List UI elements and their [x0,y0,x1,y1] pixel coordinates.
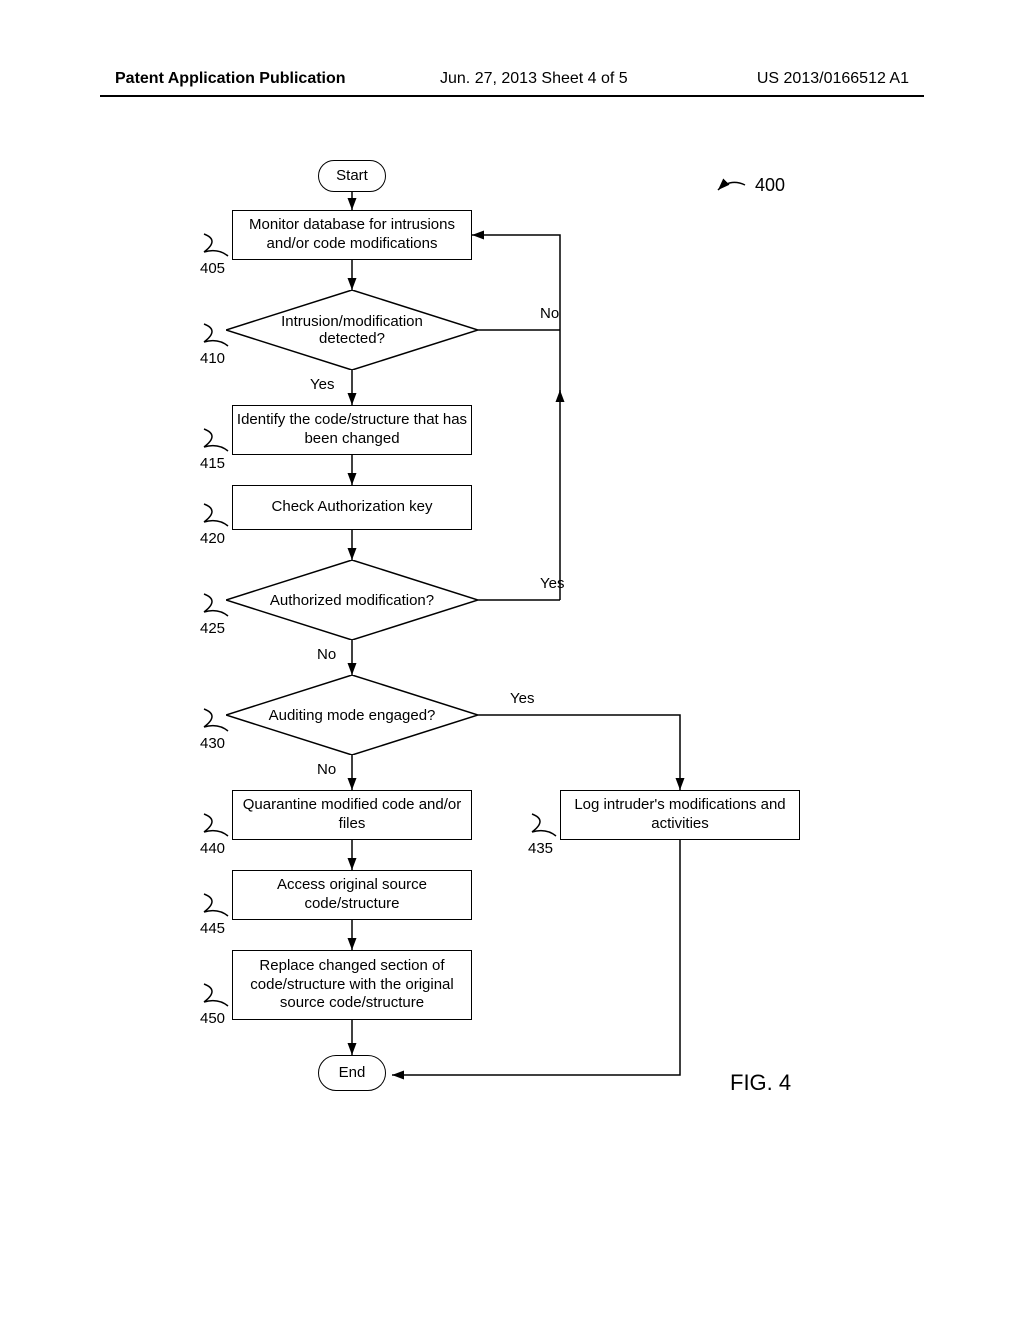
ref-405: 405 [200,260,225,277]
terminator-start: Start [318,160,386,192]
ref-435: 435 [528,840,553,857]
decision-410-label: Intrusion/modification detected? [226,290,478,370]
ref-bracket-icon [200,425,230,455]
ref-400: 400 [755,175,785,196]
ref-410: 410 [200,350,225,367]
edge-425-no: No [317,646,336,663]
ref-445: 445 [200,920,225,937]
process-450: Replace changed section of code/structur… [232,950,472,1020]
decision-425-label: Authorized modification? [226,560,478,640]
page: Patent Application Publication Jun. 27, … [0,0,1024,1320]
ref-bracket-icon [200,500,230,530]
edge-410-yes: Yes [310,376,334,393]
ref-bracket-icon [200,230,230,260]
process-420: Check Authorization key [232,485,472,530]
ref-bracket-icon [200,590,230,620]
decision-410: Intrusion/modification detected? [226,290,478,370]
ref-bracket-icon [200,705,230,735]
header-publication: Patent Application Publication [115,70,346,88]
ref-430: 430 [200,735,225,752]
ref-bracket-icon [200,320,230,350]
edge-430-yes: Yes [510,690,534,707]
ref-420: 420 [200,530,225,547]
edge-425-yes: Yes [540,575,564,592]
ref-415: 415 [200,455,225,472]
header-divider [100,95,924,97]
header-date-sheet: Jun. 27, 2013 Sheet 4 of 5 [440,70,628,88]
ref-bracket-icon [528,810,558,840]
ref-bracket-icon [200,810,230,840]
ref-bracket-icon [200,980,230,1010]
decision-430-label: Auditing mode engaged? [226,675,478,755]
process-440: Quarantine modified code and/or files [232,790,472,840]
process-405: Monitor database for intrusions and/or c… [232,210,472,260]
ref-bracket-icon [200,890,230,920]
ref-440: 440 [200,840,225,857]
terminator-end: End [318,1055,386,1091]
figure-label: FIG. 4 [730,1070,791,1096]
header-pub-number: US 2013/0166512 A1 [757,70,909,88]
process-435: Log intruder's modifications and activit… [560,790,800,840]
decision-430: Auditing mode engaged? [226,675,478,755]
process-445: Access original source code/structure [232,870,472,920]
edge-430-no: No [317,761,336,778]
edge-410-no: No [540,305,559,322]
flowchart: Start Monitor database for intrusions an… [0,130,1024,1250]
ref-450: 450 [200,1010,225,1027]
decision-425: Authorized modification? [226,560,478,640]
ref-425: 425 [200,620,225,637]
process-415: Identify the code/structure that has bee… [232,405,472,455]
